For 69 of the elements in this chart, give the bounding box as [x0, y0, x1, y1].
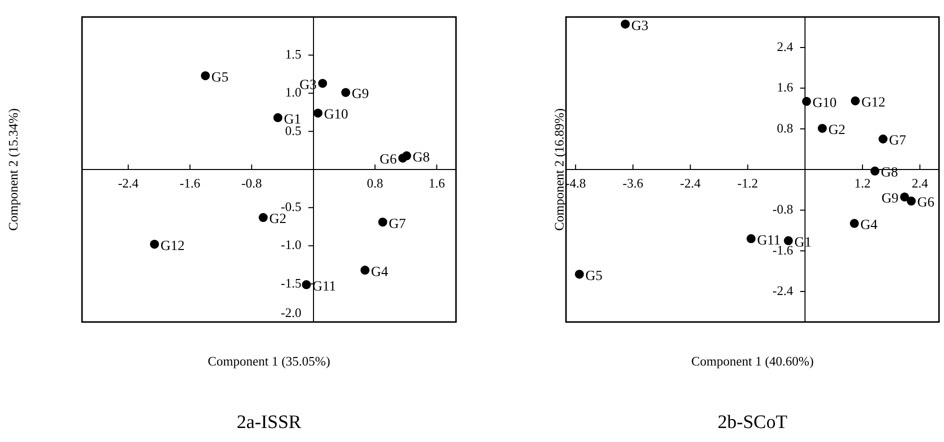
- annotation: G9: [881, 192, 899, 207]
- y-tick-label: -2.0: [280, 304, 302, 320]
- y-tick-label: 1.0: [285, 84, 302, 100]
- point: [273, 113, 282, 122]
- x-tick-label: -2.4: [680, 175, 702, 190]
- annotation: G12: [861, 96, 886, 111]
- y-axis-title: Component 2 (16.89%): [551, 108, 566, 231]
- text: 2b-SCoT: [718, 412, 788, 433]
- point: [870, 166, 880, 176]
- annotation: G4: [860, 218, 878, 234]
- x-tick-label: 0.8: [366, 175, 384, 190]
- annotation: G3: [631, 18, 648, 34]
- x-tick-label: -2.4: [118, 175, 140, 190]
- annotation: G2: [828, 122, 846, 138]
- annotation: G12: [160, 238, 185, 254]
- point: [258, 213, 268, 222]
- x-tick-label: -3.6: [622, 175, 644, 190]
- y-tick-label: -1.0: [280, 237, 302, 252]
- annotation: G6: [380, 152, 397, 168]
- x-tick-label: 2.4: [912, 175, 928, 190]
- annotation: G5: [211, 70, 229, 86]
- y-axis-title: Component 2 (15.34%): [5, 108, 20, 231]
- x-axis-title: Component 1 (40.60%): [691, 353, 814, 368]
- annotation: G10: [324, 108, 348, 123]
- annotation: G10: [812, 96, 837, 112]
- point: [313, 108, 322, 118]
- point: [620, 20, 630, 29]
- point: [402, 151, 412, 160]
- annotation: G5: [585, 268, 603, 284]
- y-tick-label: -0.8: [772, 202, 794, 217]
- annotation: G8: [412, 150, 430, 166]
- point: [900, 192, 910, 202]
- point: [850, 96, 860, 106]
- point: [574, 270, 584, 279]
- point: [318, 78, 328, 88]
- annotation: G7: [388, 216, 406, 232]
- point: [378, 218, 388, 227]
- y-tick-label: -0.5: [280, 199, 302, 214]
- point: [341, 88, 350, 97]
- x-axis-title: Component 1 (35.05%): [208, 353, 330, 368]
- annotation: G9: [352, 87, 369, 102]
- y-tick-label: -2.4: [772, 282, 794, 298]
- text: 2a-ISSR: [236, 412, 302, 433]
- y-tick-label: -1.5: [280, 275, 302, 290]
- point: [150, 240, 159, 249]
- point: [360, 266, 370, 275]
- annotation: G6: [917, 196, 934, 211]
- point: [850, 218, 859, 228]
- y-tick-label: 2.4: [776, 38, 794, 54]
- y-tick-label: 1.5: [285, 46, 302, 62]
- annotation: G7: [889, 134, 906, 149]
- point: [746, 234, 756, 244]
- point: [302, 280, 311, 290]
- y-tick-label: 0.8: [776, 120, 794, 136]
- point: [200, 71, 210, 80]
- x-tick-label: -1.6: [180, 175, 201, 190]
- y-tick-label: 1.6: [776, 80, 794, 95]
- x-tick-label: -1.2: [737, 175, 758, 190]
- point: [784, 236, 793, 246]
- point: [906, 196, 916, 206]
- annotation: G4: [371, 264, 388, 280]
- point: [818, 124, 827, 133]
- x-tick-label: -4.8: [565, 175, 586, 190]
- x-tick-label: 1.6: [428, 175, 446, 190]
- annotation: G2: [269, 212, 286, 228]
- point: [878, 134, 888, 144]
- x-tick-label: -0.8: [241, 175, 262, 190]
- x-tick-label: 1.2: [854, 175, 871, 190]
- point: [802, 96, 812, 106]
